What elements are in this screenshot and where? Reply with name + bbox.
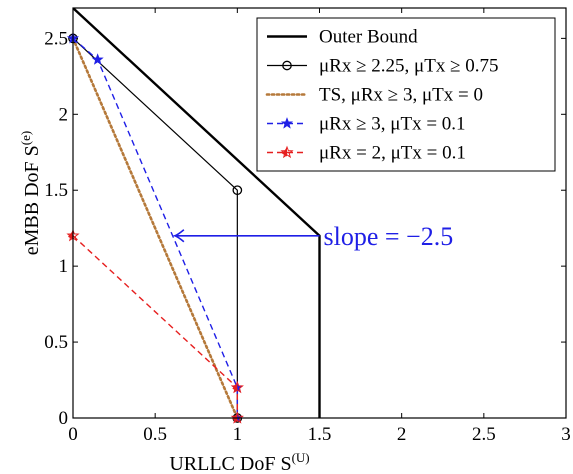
y-tick-label: 2 bbox=[59, 104, 69, 125]
y-axis-label-sup: (e) bbox=[18, 131, 33, 145]
series-3-marker bbox=[91, 53, 104, 65]
legend-marker-fill bbox=[282, 147, 287, 157]
series-line-2 bbox=[73, 37, 239, 418]
legend-label: Outer Bound bbox=[319, 27, 418, 48]
x-tick-label: 2.5 bbox=[472, 424, 496, 445]
y-tick-label: 1.5 bbox=[44, 180, 68, 201]
annotation-arrowhead bbox=[172, 229, 185, 243]
x-tick-label: 0.5 bbox=[143, 424, 167, 445]
y-axis-label: eMBB DoF S(e) bbox=[18, 131, 43, 255]
x-axis-label-sup: (U) bbox=[292, 450, 310, 465]
legend-marker bbox=[280, 117, 294, 129]
series-4-marker-fill bbox=[68, 230, 73, 240]
legend-label: TS, μRx ≥ 3, μTx = 0 bbox=[319, 85, 483, 106]
x-tick-label: 1 bbox=[233, 424, 243, 445]
y-tick-label: 1 bbox=[59, 256, 69, 277]
legend-label: μRx = 2, μTx = 0.1 bbox=[319, 143, 466, 164]
series-line-3 bbox=[73, 37, 239, 418]
plot-frame bbox=[72, 7, 567, 419]
x-axis-label: URLLC DoF S(U) bbox=[169, 450, 309, 474]
series-4-marker-fill bbox=[232, 382, 238, 392]
series-line-1 bbox=[73, 37, 238, 418]
y-tick-label: 2.5 bbox=[44, 28, 68, 49]
y-tick-label: 0.5 bbox=[44, 332, 68, 353]
legend-label: μRx ≥ 3, μTx = 0.1 bbox=[319, 114, 466, 135]
series-1-marker bbox=[232, 185, 243, 196]
x-tick-label: 1.5 bbox=[308, 424, 332, 445]
legend-label: μRx ≥ 2.25, μTx ≥ 0.75 bbox=[319, 56, 499, 77]
annotation-label: slope = −2.5 bbox=[324, 222, 454, 251]
y-tick-label: 0 bbox=[59, 408, 69, 429]
x-tick-label: 2 bbox=[397, 424, 407, 445]
legend-marker bbox=[282, 60, 292, 71]
x-tick-label: 0 bbox=[68, 424, 78, 445]
legend-box bbox=[256, 17, 556, 172]
x-tick-label: 3 bbox=[561, 424, 571, 445]
